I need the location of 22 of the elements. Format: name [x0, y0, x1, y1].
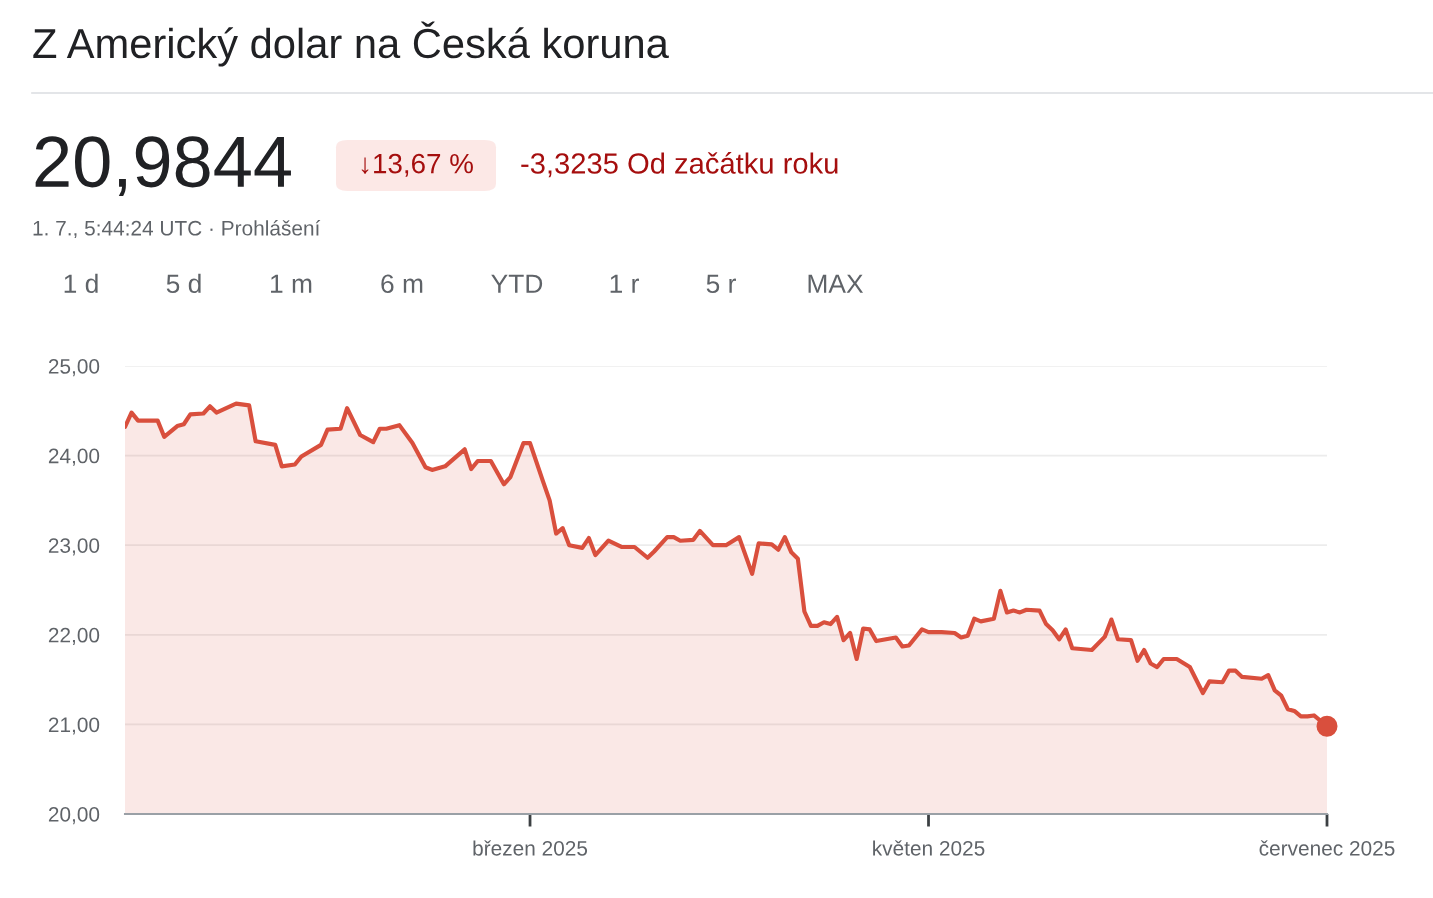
y-tick-label: 23,00	[48, 538, 100, 556]
y-tick-label: 21,00	[48, 717, 100, 735]
x-tick-label: květen 2025	[873, 840, 985, 856]
text: 1 r	[610, 274, 639, 293]
y-tick-label: 24,00	[48, 448, 100, 466]
text: 1. 7., 5:44:24 UTC · Prohlášení	[33, 220, 321, 239]
text: 1 m	[271, 274, 312, 293]
text: 5 r	[706, 274, 736, 294]
text: 5 d	[166, 273, 201, 294]
text: MAX	[808, 274, 864, 293]
x-tick-label: červenec 2025	[1259, 840, 1395, 856]
text: ↓13,67 %	[361, 153, 473, 177]
text: 20,9844	[35, 136, 291, 196]
text: 6 m	[381, 274, 423, 294]
y-tick-label: 25,00	[48, 359, 100, 377]
text: -3,3235 Od začátku roku	[521, 152, 838, 178]
x-tick-label: březen 2025	[473, 840, 588, 856]
text: YTD	[491, 274, 543, 293]
text: 1 d	[64, 273, 98, 294]
y-tick-label: 20,00	[48, 807, 100, 825]
chart-title: Z Americký dolar na Česká koruna	[33, 21, 669, 67]
y-tick-label: 22,00	[48, 627, 100, 646]
